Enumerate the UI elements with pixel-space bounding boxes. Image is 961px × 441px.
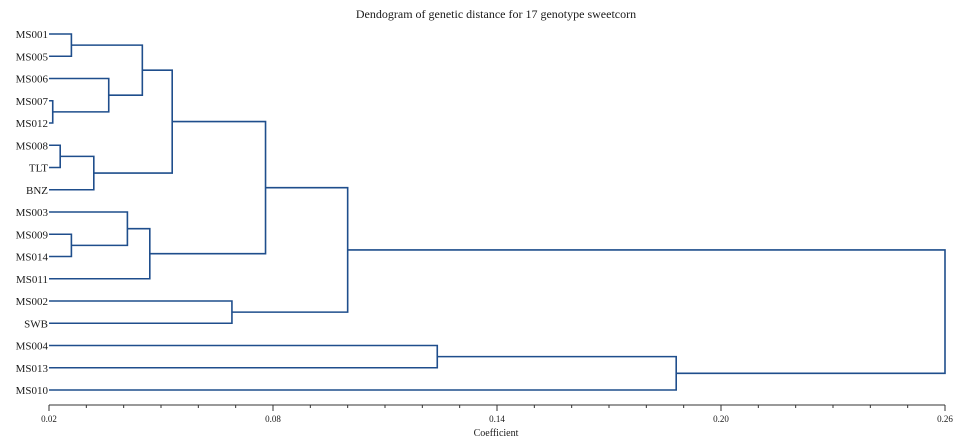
branch-merge-1: [49, 144, 61, 169]
x-tick-label: 0.08: [265, 414, 281, 424]
leaf-label: MS013: [16, 363, 49, 375]
leaf-labels: MS001 MS005 MS006 MS007 MS012 MS008 TLT BNZ MS00…: [16, 29, 49, 397]
leaf-label: MS007: [16, 96, 49, 108]
leaf-label: MS011: [16, 274, 48, 286]
branch-merge-0: [49, 99, 54, 124]
branch-merge-3: [49, 233, 73, 258]
dendrogram-branches: [49, 33, 946, 391]
leaf-label: MS001: [16, 29, 48, 41]
branch-merge-13: [49, 344, 439, 369]
leaf-label: MS010: [16, 385, 49, 397]
leaf-label: MS008: [16, 140, 49, 152]
branch-merge-9: [93, 69, 173, 174]
x-tick-label: 0.14: [489, 414, 505, 424]
leaf-label: SWB: [24, 318, 48, 330]
leaf-label: MS003: [16, 207, 49, 219]
x-tick-label: 0.26: [937, 414, 953, 424]
x-tick-label: 0.20: [713, 414, 729, 424]
leaf-label: MS005: [16, 51, 49, 63]
branch-merge-2: [49, 33, 73, 58]
chart-title: Dendogram of genetic distance for 17 gen…: [356, 7, 636, 21]
branch-merge-10: [49, 300, 233, 325]
branch-merge-15: [347, 249, 946, 375]
branch-merge-7: [71, 44, 144, 96]
branch-merge-12: [231, 186, 349, 313]
x-axis-label: Coefficient: [474, 428, 519, 439]
leaf-label: MS006: [16, 74, 49, 86]
branch-merge-11: [149, 120, 267, 255]
branch-merge-6: [49, 211, 129, 247]
x-axis-ticks: 0.02 0.08 0.14 0.20 0.26: [41, 405, 953, 424]
branch-merge-5: [49, 155, 95, 191]
leaf-label: MS002: [16, 296, 48, 308]
leaf-label: MS014: [16, 252, 49, 264]
branch-merge-8: [49, 227, 151, 280]
branch-merge-14: [49, 355, 677, 391]
leaf-label: MS009: [16, 229, 49, 241]
leaf-label: TLT: [29, 163, 48, 175]
x-axis: 0.02 0.08 0.14 0.20 0.26: [41, 404, 953, 424]
leaf-label: MS004: [16, 341, 49, 353]
leaf-label: MS012: [16, 118, 48, 130]
branch-merge-4: [49, 77, 110, 113]
leaf-label: BNZ: [26, 185, 48, 197]
x-tick-label: 0.02: [41, 414, 57, 424]
